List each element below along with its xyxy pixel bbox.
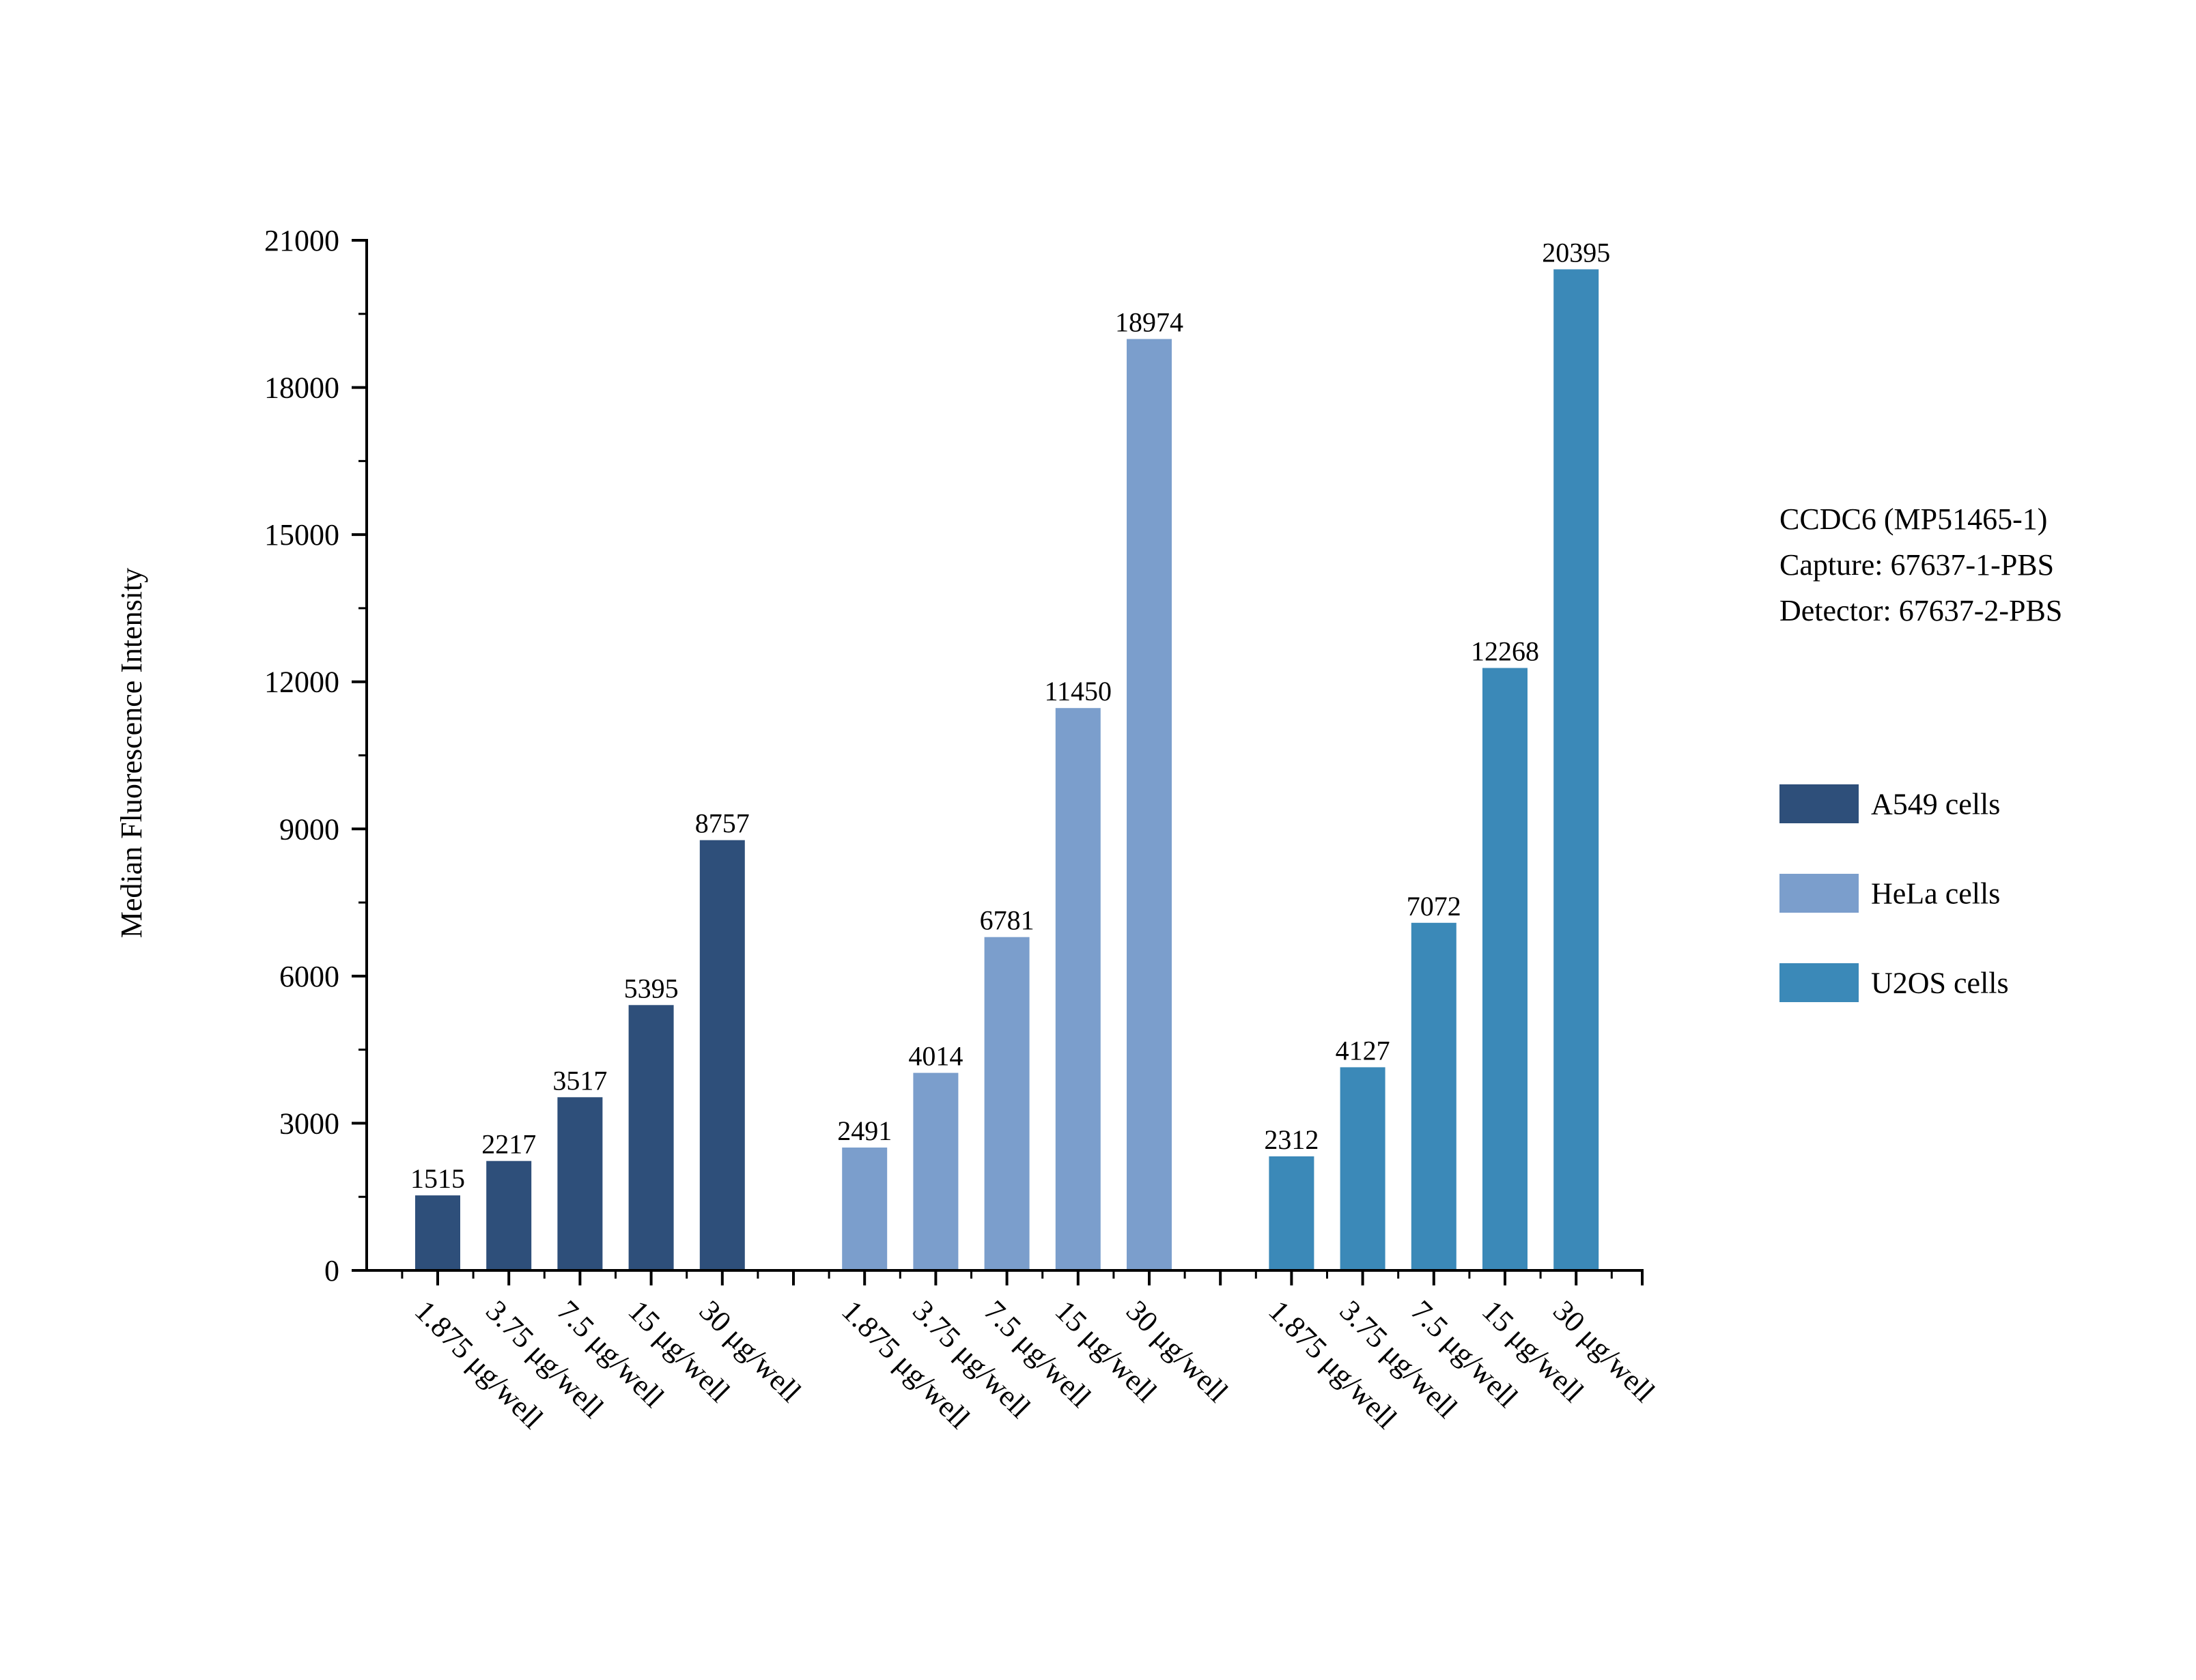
- y-tick-label: 6000: [279, 960, 339, 993]
- bar: [557, 1097, 603, 1272]
- bar: [842, 1148, 888, 1271]
- y-tick-label: 18000: [264, 371, 339, 405]
- legend-label: A549 cells: [1871, 788, 2000, 821]
- legend: A549 cells HeLa cells U2OS cells: [1779, 784, 2009, 1002]
- bar: [984, 937, 1030, 1271]
- bar: [1340, 1067, 1385, 1272]
- legend-label: HeLa cells: [1871, 877, 2000, 911]
- data-label: 2491: [837, 1115, 892, 1146]
- data-label: 20395: [1542, 238, 1610, 268]
- bar: [1482, 668, 1528, 1271]
- legend-label: U2OS cells: [1871, 967, 2009, 1000]
- bar: [913, 1072, 959, 1271]
- y-tick-label: 15000: [264, 518, 339, 552]
- data-label: 3517: [552, 1065, 607, 1096]
- y-tick-label: 0: [324, 1254, 339, 1287]
- data-label: 18974: [1115, 307, 1183, 338]
- data-label: 11450: [1045, 676, 1112, 707]
- y-axis-title: Median Fluorescence Intensity: [115, 568, 148, 939]
- annotation-capture: Capture: 67637-1-PBS: [1779, 548, 2054, 582]
- plot-area: 1515 2217 3517 5395 8757 2491 4014 6781 11450 189…: [410, 238, 1610, 1272]
- bar: [699, 840, 745, 1271]
- data-label: 8757: [695, 808, 750, 839]
- data-label: 1515: [410, 1163, 465, 1194]
- legend-swatch: [1779, 784, 1859, 823]
- bar: [1411, 922, 1456, 1272]
- bar: [1055, 708, 1101, 1271]
- bar: [486, 1161, 532, 1271]
- y-axis: 0 3000 6000 9000 12000 15000 18000 21000: [264, 224, 368, 1287]
- data-label: 12268: [1471, 636, 1539, 667]
- legend-swatch: [1779, 874, 1859, 913]
- legend-swatch: [1779, 963, 1859, 1002]
- bar: [1127, 339, 1172, 1272]
- data-label: 6781: [980, 905, 1034, 936]
- bar: [415, 1195, 460, 1271]
- chart-annotations: CCDC6 (MP51465-1) Capture: 67637-1-PBS D…: [1779, 502, 2062, 627]
- bar: [1269, 1156, 1314, 1272]
- y-tick-label: 3000: [279, 1107, 339, 1140]
- annotation-detector: Detector: 67637-2-PBS: [1779, 594, 2062, 627]
- data-label: 4014: [908, 1041, 963, 1072]
- data-label: 7072: [1407, 891, 1461, 922]
- bar: [628, 1005, 674, 1272]
- y-tick-label: 21000: [264, 224, 339, 257]
- data-label: 2312: [1264, 1124, 1319, 1155]
- y-tick-label: 12000: [264, 666, 339, 699]
- annotation-antibody: CCDC6 (MP51465-1): [1779, 502, 2047, 536]
- data-label: 4127: [1336, 1035, 1390, 1066]
- y-tick-label: 9000: [279, 812, 339, 846]
- data-label: 2217: [481, 1129, 536, 1160]
- bar: [1553, 269, 1599, 1271]
- data-label: 5395: [624, 973, 679, 1003]
